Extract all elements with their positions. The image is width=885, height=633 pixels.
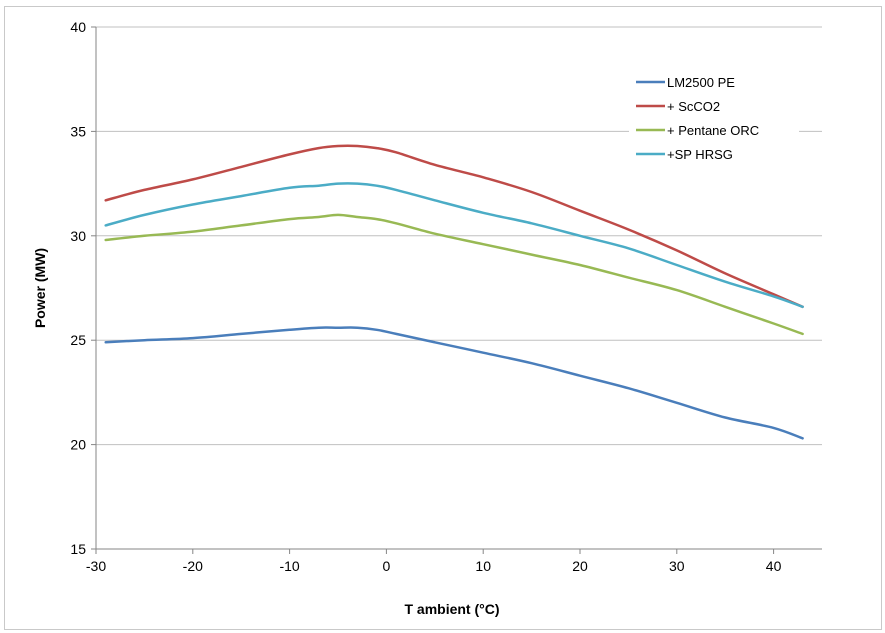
- legend-label: +SP HRSG: [667, 147, 733, 162]
- x-tick-label: -20: [183, 558, 203, 574]
- x-tick-label: 40: [766, 558, 782, 574]
- legend-label: + ScCO2: [667, 99, 720, 114]
- legend: LM2500 PE + ScCO2 + Pentane ORC +SP HRSG: [629, 68, 799, 170]
- x-tick-label: 0: [383, 558, 391, 574]
- y-axis-ticks: 15 20 25 30 35 40: [70, 19, 96, 557]
- x-tick-label: -30: [86, 558, 106, 574]
- legend-label: LM2500 PE: [667, 75, 735, 90]
- x-tick-label: 30: [669, 558, 685, 574]
- x-axis-title: T ambient (°C): [404, 601, 499, 617]
- y-tick-label: 30: [70, 228, 86, 244]
- x-tick-label: 10: [475, 558, 491, 574]
- x-axis-ticks: -30 -20 -10 0 10 20 30 40: [86, 549, 782, 574]
- y-axis-title: Power (MW): [32, 248, 48, 328]
- series-line-2: [104, 213, 804, 336]
- legend-label: + Pentane ORC: [667, 123, 759, 138]
- x-tick-label: -10: [279, 558, 299, 574]
- y-tick-label: 15: [70, 541, 86, 557]
- y-tick-label: 40: [70, 19, 86, 35]
- axes: [95, 27, 822, 550]
- series-lines: [104, 144, 804, 440]
- series-line-1: [104, 144, 804, 309]
- y-tick-label: 35: [70, 123, 86, 139]
- series-line-0: [104, 326, 804, 440]
- y-tick-label: 20: [70, 437, 86, 453]
- y-tick-label: 25: [70, 332, 86, 348]
- x-tick-label: 20: [572, 558, 588, 574]
- gridlines: [96, 26, 822, 446]
- series-line-3: [104, 182, 804, 309]
